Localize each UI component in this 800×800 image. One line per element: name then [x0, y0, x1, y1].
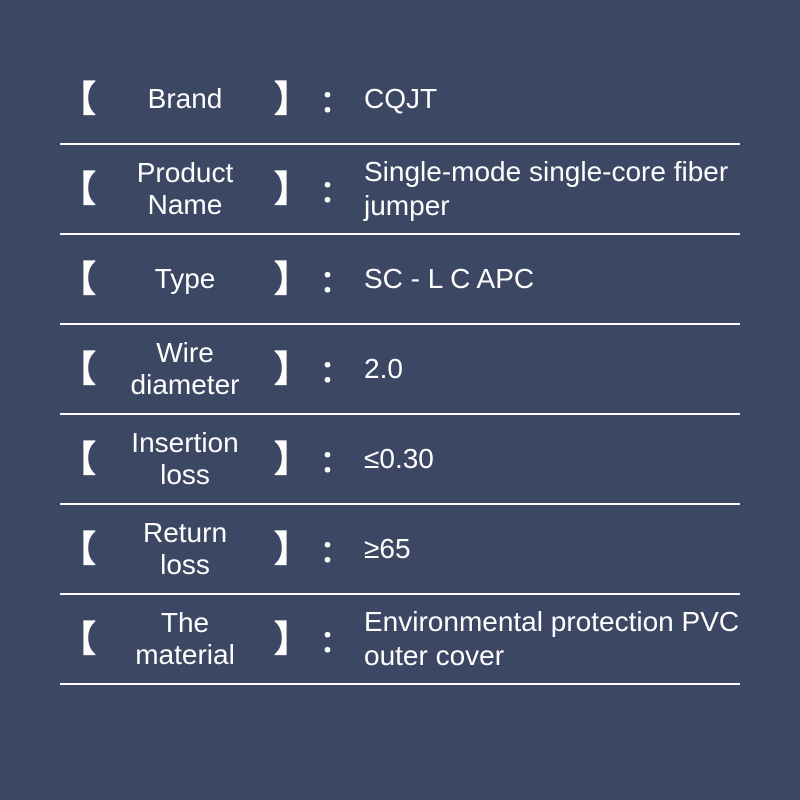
- table-row: 【 Type 】 ： SC - L C APC: [60, 235, 740, 325]
- bracket-open-icon: 【: [60, 531, 96, 567]
- colon-icon: ：: [310, 617, 364, 661]
- row-value: Single-mode single-core fiber jumper: [364, 155, 740, 222]
- bracket-open-icon: 【: [60, 441, 96, 477]
- table-row: 【 Thematerial 】 ： Environmental protecti…: [60, 595, 740, 685]
- colon-icon: ：: [310, 167, 364, 211]
- label-cell: 【 Thematerial 】: [60, 607, 310, 671]
- table-row: 【 Insertionloss 】 ： ≤0.30: [60, 415, 740, 505]
- bracket-open-icon: 【: [60, 621, 96, 657]
- label-cell: 【 Returnloss 】: [60, 517, 310, 581]
- row-label: Brand: [96, 83, 274, 115]
- row-label: Thematerial: [96, 607, 274, 671]
- row-value: 2.0: [364, 352, 740, 386]
- bracket-close-icon: 】: [274, 261, 310, 297]
- spec-table: 【 Brand 】 ： CQJT 【 ProductName 】 ： Singl…: [0, 0, 800, 685]
- row-value: ≥65: [364, 532, 740, 566]
- bracket-open-icon: 【: [60, 261, 96, 297]
- bracket-close-icon: 】: [274, 531, 310, 567]
- row-value: ≤0.30: [364, 442, 740, 476]
- row-label: ProductName: [96, 157, 274, 221]
- colon-icon: ：: [310, 437, 364, 481]
- label-cell: 【 ProductName 】: [60, 157, 310, 221]
- bracket-open-icon: 【: [60, 81, 96, 117]
- bracket-close-icon: 】: [274, 81, 310, 117]
- label-cell: 【 Type 】: [60, 261, 310, 297]
- row-value: SC - L C APC: [364, 262, 740, 296]
- colon-icon: ：: [310, 347, 364, 391]
- colon-icon: ：: [310, 77, 364, 121]
- row-label: Type: [96, 263, 274, 295]
- table-row: 【 Wirediameter 】 ： 2.0: [60, 325, 740, 415]
- row-value: CQJT: [364, 82, 740, 116]
- table-row: 【 Returnloss 】 ： ≥65: [60, 505, 740, 595]
- bracket-close-icon: 】: [274, 351, 310, 387]
- bracket-open-icon: 【: [60, 351, 96, 387]
- row-label: Insertionloss: [96, 427, 274, 491]
- row-label: Wirediameter: [96, 337, 274, 401]
- bracket-open-icon: 【: [60, 171, 96, 207]
- bracket-close-icon: 】: [274, 441, 310, 477]
- label-cell: 【 Brand 】: [60, 81, 310, 117]
- row-value: Environmental protection PVC outer cover: [364, 605, 740, 672]
- row-label: Returnloss: [96, 517, 274, 581]
- bracket-close-icon: 】: [274, 621, 310, 657]
- colon-icon: ：: [310, 257, 364, 301]
- table-row: 【 ProductName 】 ： Single-mode single-cor…: [60, 145, 740, 235]
- label-cell: 【 Wirediameter 】: [60, 337, 310, 401]
- bracket-close-icon: 】: [274, 171, 310, 207]
- colon-icon: ：: [310, 527, 364, 571]
- label-cell: 【 Insertionloss 】: [60, 427, 310, 491]
- table-row: 【 Brand 】 ： CQJT: [60, 55, 740, 145]
